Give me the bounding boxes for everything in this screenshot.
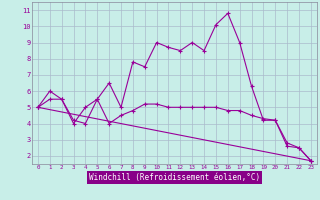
X-axis label: Windchill (Refroidissement éolien,°C): Windchill (Refroidissement éolien,°C) bbox=[89, 173, 260, 182]
